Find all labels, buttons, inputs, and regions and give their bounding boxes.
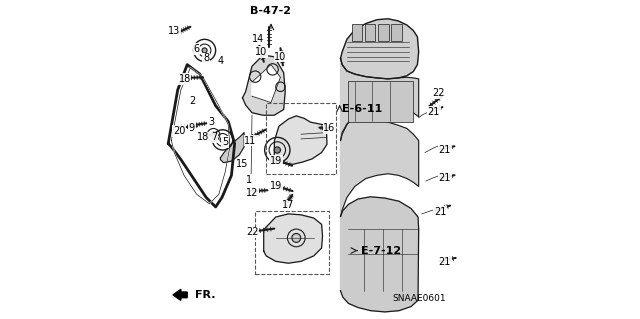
Text: FR.: FR. [195, 290, 216, 300]
Polygon shape [274, 116, 327, 164]
Polygon shape [264, 214, 323, 263]
Text: 22: 22 [433, 88, 445, 98]
Text: SNAAE0601: SNAAE0601 [393, 294, 446, 303]
Circle shape [202, 48, 207, 53]
Bar [255, 211, 330, 274]
Bar [378, 24, 388, 41]
Circle shape [274, 147, 280, 153]
Circle shape [286, 201, 291, 206]
Circle shape [220, 137, 225, 142]
Polygon shape [340, 19, 419, 79]
Text: 21: 21 [428, 107, 440, 117]
Text: 18: 18 [179, 74, 191, 84]
Text: 3: 3 [208, 116, 214, 127]
Polygon shape [252, 65, 280, 103]
Polygon shape [340, 115, 419, 216]
Text: 4: 4 [218, 56, 223, 66]
Text: 17: 17 [282, 200, 294, 210]
Circle shape [211, 132, 216, 137]
Polygon shape [243, 55, 285, 115]
Text: 15: 15 [236, 159, 249, 169]
Text: 19: 19 [269, 156, 282, 166]
Circle shape [292, 234, 301, 242]
Text: 2: 2 [189, 96, 195, 106]
Text: 10: 10 [275, 52, 287, 62]
Text: 1: 1 [246, 175, 252, 185]
Text: 18: 18 [197, 132, 209, 142]
Text: 22: 22 [246, 227, 259, 237]
Bar [351, 24, 362, 41]
Text: 7: 7 [211, 132, 217, 142]
Text: 13: 13 [168, 26, 180, 36]
Text: B-47-2: B-47-2 [250, 6, 291, 16]
Text: 21: 21 [439, 257, 451, 267]
FancyArrow shape [173, 289, 187, 300]
Text: 19: 19 [270, 182, 282, 191]
Text: 9: 9 [189, 123, 195, 133]
Text: 11: 11 [244, 136, 257, 145]
Bar [365, 24, 375, 41]
Text: 21: 21 [439, 174, 451, 183]
Text: 14: 14 [252, 34, 264, 44]
Polygon shape [220, 133, 244, 163]
Text: 21: 21 [439, 145, 451, 155]
Text: E-7-12: E-7-12 [361, 246, 401, 256]
Bar [348, 81, 413, 122]
Text: 21: 21 [434, 207, 446, 217]
Text: E-6-11: E-6-11 [342, 104, 381, 114]
Polygon shape [340, 58, 419, 141]
Text: 10: 10 [255, 47, 268, 57]
Bar [392, 24, 402, 41]
Text: 20: 20 [173, 126, 186, 136]
Text: 16: 16 [323, 123, 335, 133]
Text: 6: 6 [194, 44, 200, 54]
Text: 8: 8 [203, 53, 209, 63]
Text: 12: 12 [246, 188, 258, 198]
Text: 5: 5 [222, 137, 228, 147]
Bar [266, 103, 336, 174]
Polygon shape [340, 197, 419, 312]
